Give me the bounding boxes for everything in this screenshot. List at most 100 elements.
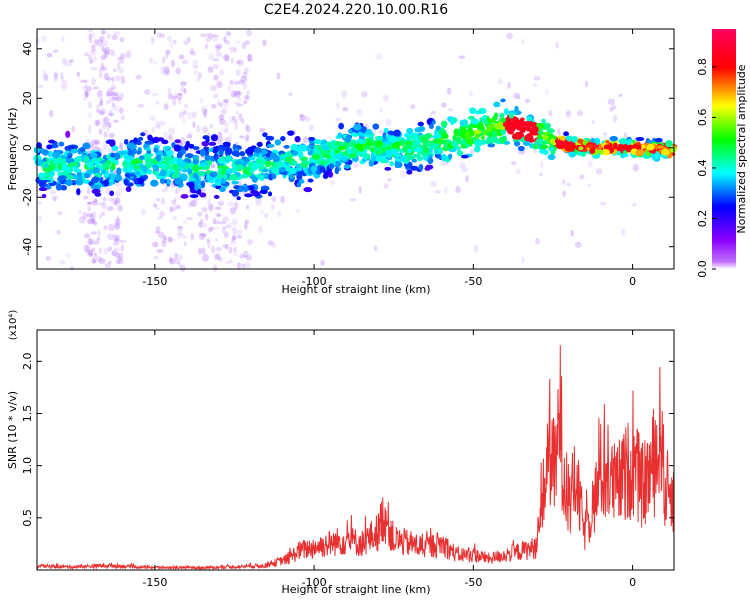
spectrogram-blob bbox=[171, 172, 179, 179]
spectrogram-blob bbox=[126, 142, 136, 150]
spectrogram-noise-blob bbox=[223, 231, 229, 238]
spectrogram-noise-blob bbox=[155, 100, 160, 105]
spectrogram-noise-blob bbox=[106, 124, 111, 133]
spectrogram-noise-blob bbox=[201, 105, 207, 114]
spectrogram-noise-blob bbox=[192, 52, 198, 57]
spectrogram-noise-blob bbox=[183, 219, 188, 225]
spectrogram-noise-blob bbox=[108, 260, 112, 265]
spectrogram-noise-blob bbox=[163, 103, 169, 110]
spectrogram-noise-blob bbox=[255, 198, 262, 206]
spectrogram-blob bbox=[225, 168, 233, 174]
spectrogram-noise-blob bbox=[166, 35, 172, 42]
spectrogram-blob bbox=[255, 174, 265, 179]
spectrogram-blob bbox=[440, 139, 448, 145]
spectrogram-noise-blob bbox=[235, 141, 240, 145]
spectrogram-noise-blob bbox=[61, 57, 67, 66]
spectrogram-noise-blob bbox=[248, 53, 253, 59]
spectrogram-noise-blob bbox=[101, 125, 108, 131]
spectrogram-blob bbox=[473, 129, 482, 135]
spectrogram-noise-blob bbox=[228, 133, 233, 139]
spectrogram-noise-blob bbox=[236, 60, 242, 64]
spectrogram-noise-blob bbox=[83, 97, 88, 101]
spectrogram-noise-blob bbox=[83, 79, 89, 84]
spectrogram-noise-blob bbox=[144, 89, 151, 95]
spectrogram-blob bbox=[340, 156, 347, 162]
spectrogram-noise-blob bbox=[232, 252, 239, 257]
spectrogram-noise-blob bbox=[71, 125, 76, 133]
spectrogram-blob bbox=[456, 146, 461, 151]
spectrogram-noise-blob bbox=[230, 90, 236, 98]
spectrogram-noise-blob bbox=[153, 202, 157, 207]
spectrogram-noise-blob bbox=[166, 49, 170, 56]
spectrogram-blob bbox=[487, 143, 495, 148]
spectrogram-noise-blob bbox=[234, 201, 239, 210]
spectrogram-blob bbox=[259, 150, 269, 155]
spectrogram-noise-blob bbox=[199, 218, 204, 225]
spectrogram-blob bbox=[203, 146, 210, 151]
spectrogram-noise-blob bbox=[241, 263, 246, 270]
spectrogram-noise-blob bbox=[37, 84, 44, 89]
spectrogram-noise-blob bbox=[101, 211, 105, 216]
spectrogram-noise-blob bbox=[96, 109, 101, 113]
spectrogram-noise-blob bbox=[234, 101, 240, 105]
spectrogram-blob bbox=[253, 163, 258, 171]
spectrogram-blob bbox=[418, 126, 426, 132]
spectrogram-noise-blob bbox=[222, 99, 228, 103]
spectrogram-blob bbox=[229, 174, 238, 181]
spectrogram-blob bbox=[236, 196, 241, 201]
spectrogram-noise-blob bbox=[91, 138, 98, 146]
spectrogram-noise-blob bbox=[236, 91, 244, 95]
spectrogram-noise-blob bbox=[91, 77, 96, 86]
spectrogram-noise-blob bbox=[88, 29, 94, 33]
spectrogram-blob bbox=[156, 175, 164, 180]
spectrogram-noise-blob bbox=[171, 199, 177, 205]
spectrogram-noise-blob bbox=[93, 86, 99, 90]
spectrogram-noise-blob bbox=[320, 259, 325, 266]
spectrogram-noise-blob bbox=[202, 108, 208, 116]
spectrogram-noise-blob bbox=[155, 123, 161, 129]
spectrogram-noise-blob bbox=[105, 77, 113, 81]
spectrogram-blob bbox=[524, 134, 531, 142]
spectrogram-blob bbox=[406, 127, 414, 134]
spectrogram-blob bbox=[465, 138, 475, 145]
spectrogram-noise-blob bbox=[216, 81, 223, 89]
spectrogram-noise-blob bbox=[88, 33, 92, 41]
spectrogram-blob bbox=[86, 161, 94, 169]
spectrogram-noise-blob bbox=[89, 38, 93, 44]
spectrogram-blob bbox=[140, 132, 146, 137]
spectrogram-noise-blob bbox=[112, 91, 120, 96]
spectrogram-blob bbox=[260, 185, 270, 192]
spectrogram-blob bbox=[155, 154, 162, 162]
spectrogram-noise-blob bbox=[151, 92, 159, 97]
spectrogram-blob bbox=[655, 151, 660, 159]
spectrogram-noise-blob bbox=[92, 199, 98, 204]
spectrogram-noise-blob bbox=[204, 43, 209, 49]
spectrogram-noise-blob bbox=[193, 69, 198, 75]
spectrogram-y-tick-label: 20 bbox=[21, 91, 34, 105]
spectrogram-noise-blob bbox=[59, 260, 67, 265]
spectrogram-noise-blob bbox=[227, 86, 232, 93]
spectrogram-noise-blob bbox=[178, 111, 185, 119]
spectrogram-blob bbox=[407, 148, 412, 154]
spectrogram-blob bbox=[618, 138, 628, 145]
spectrogram-blob bbox=[441, 133, 449, 140]
spectrogram-noise-blob bbox=[234, 118, 238, 125]
spectrogram-blob bbox=[537, 130, 544, 135]
spectrogram-blob bbox=[261, 168, 269, 173]
spectrogram-noise-blob bbox=[119, 142, 123, 150]
spectrogram-blob bbox=[251, 175, 258, 183]
spectrogram-noise-blob bbox=[108, 110, 113, 117]
spectrogram-blob bbox=[153, 136, 160, 143]
spectrogram-blob bbox=[374, 140, 384, 148]
spectrogram-noise-blob bbox=[117, 204, 123, 212]
spectrogram-blob bbox=[269, 152, 277, 159]
spectrogram-noise-blob bbox=[113, 233, 117, 242]
colorbar-tick-label: 0.0 bbox=[696, 260, 709, 278]
spectrogram-noise-blob bbox=[114, 222, 120, 230]
spectrogram-blob bbox=[236, 164, 244, 170]
spectrogram-blob bbox=[542, 135, 550, 140]
spectrogram-noise-blob bbox=[80, 79, 87, 83]
spectrogram-blob bbox=[393, 129, 401, 138]
spectrogram-noise-blob bbox=[111, 104, 117, 112]
spectrogram-blob bbox=[379, 155, 387, 160]
